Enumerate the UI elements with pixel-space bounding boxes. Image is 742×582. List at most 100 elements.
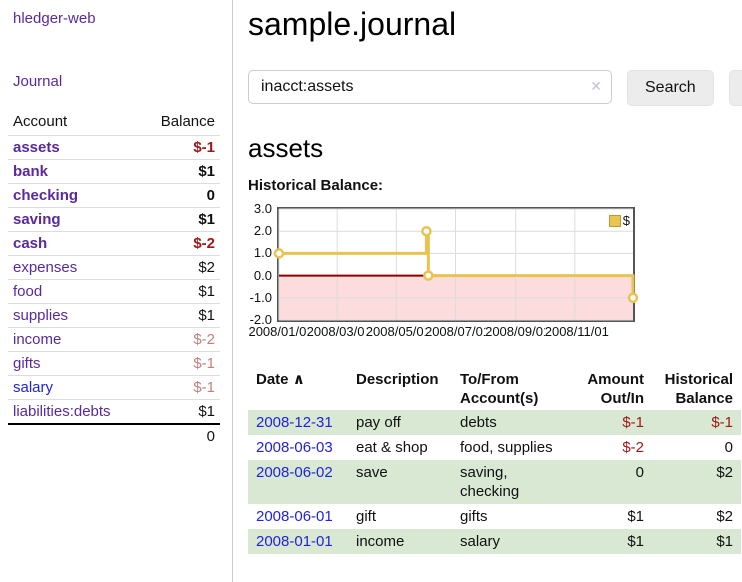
account-row: supplies $1 xyxy=(8,303,220,328)
register-row: 2008-12-31 pay off debts $-1 $-1 xyxy=(248,410,741,435)
clear-search-icon[interactable]: ✕ xyxy=(590,78,602,94)
account-link-bank[interactable]: bank xyxy=(13,163,49,180)
account-balance: $-1 xyxy=(193,355,215,372)
plot-area: $ xyxy=(273,207,639,322)
txn-date-link[interactable]: 2008-06-02 xyxy=(256,464,333,481)
register-row: 2008-06-02 save saving, checking 0 $2 xyxy=(248,460,741,504)
account-balance: $2 xyxy=(198,259,215,276)
accounts-header-account: Account xyxy=(13,113,68,130)
sort-ascending-icon: ∧ xyxy=(292,371,305,388)
account-link-liabilities-debts[interactable]: liabilities:debts xyxy=(13,403,111,420)
accounts-total-value: 0 xyxy=(206,428,215,445)
txn-description: save xyxy=(356,464,388,481)
y-axis: 3.0 2.0 1.0 0.0 -1.0 -2.0 xyxy=(248,201,277,327)
txn-date-link[interactable]: 2008-06-01 xyxy=(256,508,333,525)
y-axis-tick-label: 3.0 xyxy=(253,201,272,216)
txn-balance: $2 xyxy=(716,508,733,525)
register-header-amount: Amount Out/In xyxy=(587,371,644,407)
account-balance: 0 xyxy=(206,187,215,204)
account-balance: $-2 xyxy=(193,235,215,252)
txn-accounts: debts xyxy=(460,414,497,431)
sidebar: hledger-web Journal Account Balance asse… xyxy=(0,0,233,582)
search-input[interactable] xyxy=(248,70,612,104)
legend-swatch-icon xyxy=(608,214,621,227)
account-row: cash $-2 xyxy=(8,231,220,256)
main-content: sample.journal ✕ Search ? assets Histori… xyxy=(233,0,742,582)
y-axis-tick-label: -2.0 xyxy=(249,312,272,327)
register-header-accounts: To/From Account(s) xyxy=(460,371,539,407)
txn-accounts: salary xyxy=(460,533,501,550)
account-balance: $-2 xyxy=(193,331,215,348)
balance-chart: 3.0 2.0 1.0 0.0 -1.0 -2.0 $ xyxy=(248,201,742,327)
register-row: 2008-06-01 gift gifts $1 $2 xyxy=(248,504,741,529)
txn-date-link[interactable]: 2008-01-01 xyxy=(256,533,333,550)
accounts-header-row: Account Balance xyxy=(8,111,220,136)
chart-title: Historical Balance: xyxy=(248,177,384,194)
account-row: income $-2 xyxy=(8,327,220,352)
help-button[interactable]: ? xyxy=(728,70,742,106)
search-button[interactable]: Search xyxy=(627,70,714,106)
sidebar-item-journal[interactable]: Journal xyxy=(13,73,63,90)
account-row: expenses $2 xyxy=(8,255,220,280)
txn-amount: $1 xyxy=(627,508,644,525)
txn-balance: 0 xyxy=(724,439,733,456)
y-axis-tick-label: -1.0 xyxy=(249,289,272,305)
y-axis-tick-label: 0.0 xyxy=(253,267,272,283)
txn-date-link[interactable]: 2008-12-31 xyxy=(256,414,333,431)
account-link-income[interactable]: income xyxy=(13,331,62,348)
account-row: saving $1 xyxy=(8,207,220,232)
register-header-description: Description xyxy=(356,371,439,388)
txn-description: income xyxy=(356,533,405,550)
account-link-checking[interactable]: checking xyxy=(13,187,79,204)
register-table: Date ∧ Description To/From Account(s) Am… xyxy=(248,368,741,554)
account-row: bank $1 xyxy=(8,159,220,184)
account-balance: $1 xyxy=(198,403,215,420)
txn-description: pay off xyxy=(356,414,401,431)
account-link-expenses[interactable]: expenses xyxy=(13,259,78,276)
legend-series-label: $ xyxy=(622,213,630,228)
txn-amount: 0 xyxy=(635,464,644,481)
x-axis-tick-label: 2008/05/01 xyxy=(365,324,431,339)
txn-description: eat & shop xyxy=(356,439,428,456)
txn-date-link[interactable]: 2008-06-03 xyxy=(256,439,333,456)
account-link-food[interactable]: food xyxy=(13,283,43,300)
account-balance: $-1 xyxy=(193,139,215,156)
chart-legend: $ xyxy=(608,213,630,228)
chart-canvas xyxy=(273,208,639,321)
x-axis-tick-label: 2008/01/01 xyxy=(248,324,314,339)
txn-amount: $1 xyxy=(627,533,644,550)
register-row: 2008-01-01 income salary $1 $1 xyxy=(248,529,741,554)
account-row: food $1 xyxy=(8,279,220,304)
txn-amount: $-2 xyxy=(622,439,644,456)
account-link-gifts[interactable]: gifts xyxy=(13,355,41,372)
account-row: salary $-1 xyxy=(8,375,220,400)
txn-balance: $2 xyxy=(716,464,733,481)
accounts-header-balance: Balance xyxy=(160,113,215,130)
account-link-assets[interactable]: assets xyxy=(13,139,60,156)
txn-balance: $-1 xyxy=(711,414,733,431)
x-axis-tick-label: 2008/11/01 xyxy=(544,324,609,339)
account-link-salary[interactable]: salary xyxy=(13,379,54,396)
account-row: assets $-1 xyxy=(8,135,220,160)
account-balance: $1 xyxy=(198,211,215,228)
y-axis-tick-label: 2.0 xyxy=(253,223,272,239)
register-row: 2008-06-03 eat & shop food, supplies $-2… xyxy=(248,435,741,460)
account-link-saving[interactable]: saving xyxy=(13,211,61,228)
account-balance: $1 xyxy=(198,307,215,324)
account-link-cash[interactable]: cash xyxy=(13,235,48,252)
account-row: gifts $-1 xyxy=(8,351,220,376)
x-axis: 2008/01/01 2008/03/01 2008/05/01 2008/07/01… xyxy=(248,324,633,341)
account-row: liabilities:debts $1 xyxy=(8,399,220,425)
y-axis-tick-label: 1.0 xyxy=(253,245,272,261)
register-header-date[interactable]: Date ∧ xyxy=(256,371,305,388)
accounts-table: Account Balance assets $-1 bank $1 check… xyxy=(8,111,220,448)
x-axis-tick-label: 2008/09/01 xyxy=(485,324,551,339)
accounts-total-row: 0 xyxy=(8,424,220,448)
txn-accounts: food, supplies xyxy=(460,439,553,456)
page-title: sample.journal xyxy=(248,6,457,42)
txn-accounts: saving, checking xyxy=(460,464,520,500)
brand-link[interactable]: hledger-web xyxy=(13,10,96,27)
register-header-balance: Historical Balance xyxy=(664,371,733,407)
account-link-supplies[interactable]: supplies xyxy=(13,307,69,324)
